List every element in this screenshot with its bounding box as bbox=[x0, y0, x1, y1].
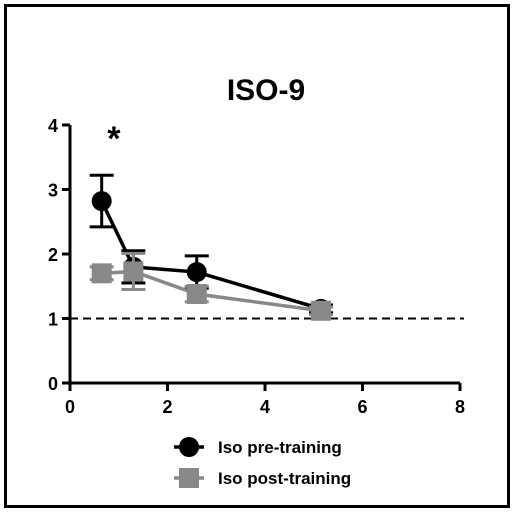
data-point bbox=[186, 283, 207, 304]
y-tick-label: 3 bbox=[48, 181, 58, 201]
data-point bbox=[123, 261, 144, 282]
figure-frame bbox=[4, 4, 510, 508]
y-tick-label: 2 bbox=[48, 245, 58, 265]
x-tick-label: 2 bbox=[162, 397, 172, 417]
legend-label: Iso pre-training bbox=[218, 438, 342, 457]
x-tick-label: 6 bbox=[357, 397, 367, 417]
legend-label: Iso post-training bbox=[218, 469, 351, 488]
legend-marker bbox=[179, 437, 199, 457]
data-point bbox=[311, 300, 332, 321]
x-tick-label: 4 bbox=[260, 397, 270, 417]
y-tick-label: 0 bbox=[48, 374, 58, 394]
significance-annotation: * bbox=[107, 120, 121, 158]
series-line-1 bbox=[101, 269, 322, 313]
plot-area: 0 1 2 3 4 0 2 4 6 8 * bbox=[48, 116, 465, 417]
legend: Iso pre-training Iso post-training bbox=[174, 437, 351, 488]
data-point bbox=[91, 263, 112, 284]
y-tick-label: 4 bbox=[48, 116, 58, 136]
chart-title: ISO-9 bbox=[227, 74, 305, 107]
x-tick-label: 0 bbox=[65, 397, 75, 417]
data-point bbox=[186, 262, 207, 283]
series-line-0 bbox=[100, 200, 322, 311]
y-tick-label: 1 bbox=[48, 310, 58, 330]
legend-marker bbox=[179, 468, 199, 488]
x-tick-label: 8 bbox=[455, 397, 465, 417]
data-point bbox=[91, 191, 112, 212]
